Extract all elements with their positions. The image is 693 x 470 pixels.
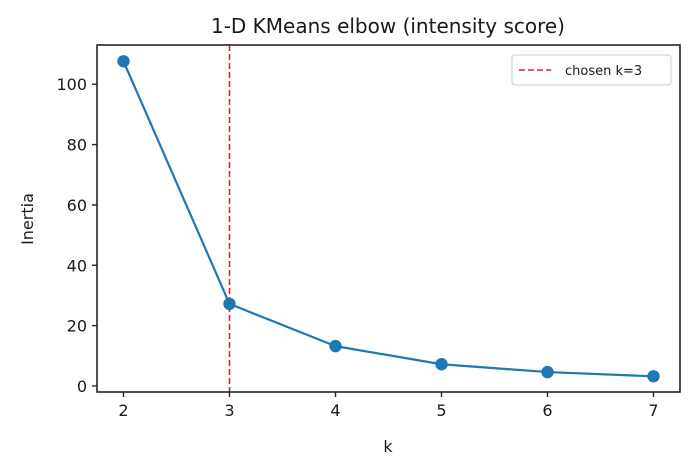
x-tick-label: 4 bbox=[330, 401, 340, 420]
data-point bbox=[435, 358, 448, 371]
chart-title: 1-D KMeans elbow (intensity score) bbox=[211, 14, 565, 38]
data-point bbox=[223, 297, 236, 311]
x-tick-label: 2 bbox=[118, 401, 128, 420]
x-tick-label: 7 bbox=[648, 401, 658, 420]
data-point bbox=[541, 365, 554, 379]
data-point bbox=[117, 55, 130, 68]
y-tick-label: 100 bbox=[56, 75, 87, 94]
axes-frame bbox=[96, 44, 681, 393]
inertia-line bbox=[122, 60, 654, 378]
legend-label: chosen k=3 bbox=[565, 64, 642, 79]
legend-box bbox=[511, 54, 672, 86]
x-axis: 2 3 4 5 6 7 bbox=[118, 392, 659, 420]
data-point bbox=[329, 339, 342, 353]
y-tick-label: 40 bbox=[67, 256, 87, 275]
y-axis-label: Inertia bbox=[18, 193, 37, 245]
y-tick-label: 20 bbox=[67, 317, 87, 336]
x-axis-label: k bbox=[383, 437, 393, 456]
legend: chosen k=3 bbox=[511, 54, 672, 86]
x-tick-label: 6 bbox=[542, 401, 552, 420]
plot-area bbox=[117, 45, 660, 392]
y-axis: 0 20 40 60 80 100 bbox=[56, 75, 97, 396]
x-tick-label: 3 bbox=[224, 401, 234, 420]
y-tick-label: 80 bbox=[67, 136, 87, 155]
data-point bbox=[647, 370, 660, 383]
y-tick-label: 0 bbox=[77, 377, 87, 396]
x-tick-label: 5 bbox=[436, 401, 446, 420]
y-tick-label: 60 bbox=[67, 196, 87, 215]
